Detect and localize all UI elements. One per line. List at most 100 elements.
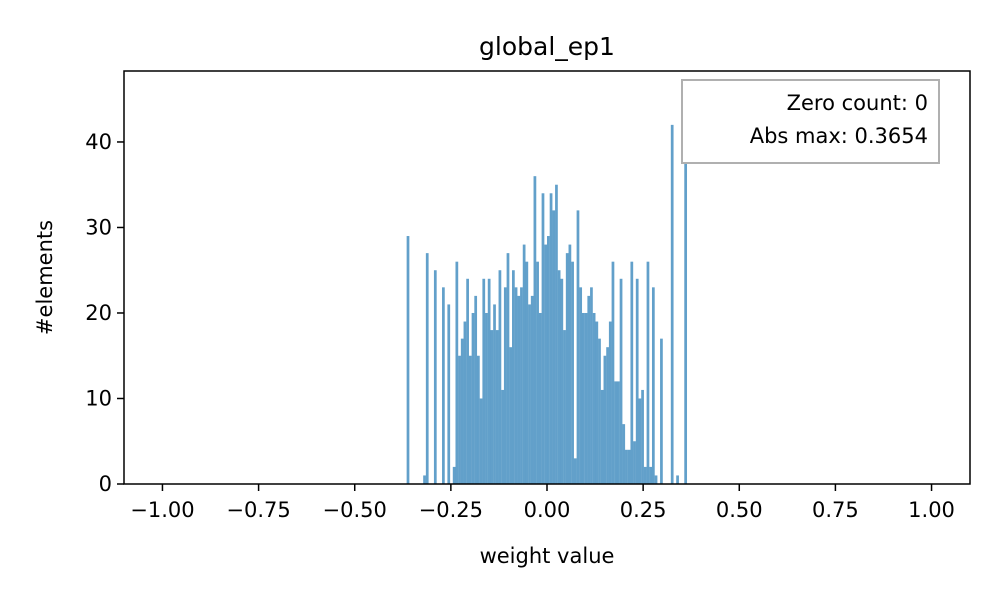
histogram-bar bbox=[616, 381, 620, 484]
histogram-bar bbox=[442, 287, 445, 484]
histogram-bar bbox=[463, 321, 467, 484]
x-tick-label: 1.00 bbox=[908, 498, 955, 522]
histogram-bar bbox=[557, 270, 561, 484]
histogram-bar bbox=[485, 312, 488, 484]
histogram-bar bbox=[595, 321, 599, 484]
y-axis-label: #elements bbox=[33, 220, 57, 335]
histogram-bar bbox=[638, 398, 642, 484]
y-tick-label: 10 bbox=[85, 386, 112, 410]
histogram-bar bbox=[646, 261, 650, 484]
histogram-bar bbox=[474, 295, 478, 484]
histogram-bar bbox=[635, 278, 639, 484]
histogram-bar bbox=[503, 287, 507, 484]
chart-title: global_ep1 bbox=[479, 32, 615, 61]
histogram-bar bbox=[600, 389, 604, 484]
histogram-bar bbox=[538, 312, 542, 484]
y-tick-label: 20 bbox=[85, 301, 112, 325]
histogram-bar bbox=[468, 355, 472, 484]
histogram-bar bbox=[528, 304, 531, 484]
histogram-bar bbox=[549, 193, 553, 484]
x-tick-label: −0.50 bbox=[323, 498, 387, 522]
histogram-bar bbox=[587, 295, 591, 484]
y-tick-label: 30 bbox=[85, 215, 112, 239]
y-tick-label: 40 bbox=[85, 130, 112, 154]
histogram-bar bbox=[654, 475, 658, 484]
histogram-bars bbox=[406, 90, 688, 485]
x-tick-label: 0.50 bbox=[716, 498, 763, 522]
stats-annotation-box: Zero count: 0 Abs max: 0.3654 bbox=[681, 79, 940, 164]
histogram-bar bbox=[517, 295, 521, 484]
histogram-bar bbox=[651, 287, 655, 484]
histogram-bar bbox=[565, 253, 569, 484]
x-tick-label: −0.75 bbox=[226, 498, 290, 522]
histogram-bar bbox=[423, 475, 426, 484]
histogram-bar bbox=[493, 304, 496, 484]
histogram-bar bbox=[619, 278, 623, 484]
y-axis-ticks: 0 10 20 30 40 bbox=[85, 130, 124, 496]
histogram-bar bbox=[670, 124, 674, 485]
histogram-bar bbox=[614, 381, 618, 484]
histogram-bar bbox=[479, 398, 483, 484]
histogram-bar bbox=[560, 278, 564, 484]
x-tick-label: 0.75 bbox=[812, 498, 859, 522]
histogram-bar bbox=[460, 338, 464, 484]
histogram-bar bbox=[509, 347, 513, 484]
histogram-bar bbox=[684, 90, 688, 485]
x-tick-label: −0.25 bbox=[419, 498, 483, 522]
histogram-bar bbox=[495, 330, 499, 484]
histogram-bar bbox=[514, 287, 518, 484]
histogram-bar bbox=[544, 244, 548, 484]
histogram-bar bbox=[590, 287, 593, 484]
histogram-bar bbox=[522, 244, 526, 484]
histogram-bar bbox=[530, 295, 534, 484]
histogram-bar bbox=[633, 441, 636, 484]
histogram-bar bbox=[458, 355, 461, 484]
histogram-bar bbox=[447, 304, 451, 484]
histogram-bar bbox=[611, 261, 615, 484]
x-tick-label: −1.00 bbox=[130, 498, 194, 522]
histogram-bar bbox=[630, 261, 634, 484]
histogram-bar bbox=[571, 261, 574, 484]
histogram-bar bbox=[555, 184, 558, 484]
histogram-bar bbox=[608, 321, 612, 484]
x-tick-label: 0.25 bbox=[620, 498, 667, 522]
histogram-bar bbox=[520, 287, 523, 484]
histogram-bar bbox=[547, 236, 550, 484]
histogram-bar bbox=[471, 312, 475, 484]
histogram-bar bbox=[576, 210, 580, 484]
histogram-bar bbox=[563, 330, 566, 484]
x-axis-ticks: −1.00 −0.75 −0.50 −0.25 0.00 0.25 0.50 0.75 1.00 bbox=[130, 484, 955, 522]
histogram-bar bbox=[676, 475, 679, 484]
histogram-bar bbox=[433, 270, 437, 484]
histogram-bar bbox=[649, 466, 653, 484]
histogram-bar bbox=[406, 236, 410, 484]
x-tick-label: 0.00 bbox=[524, 498, 571, 522]
histogram-bar bbox=[627, 449, 631, 484]
histogram-bar bbox=[568, 244, 572, 484]
histogram-bar bbox=[606, 347, 609, 484]
histogram-bar bbox=[641, 389, 644, 484]
histogram-bar bbox=[581, 312, 585, 484]
histogram-bar bbox=[592, 312, 596, 484]
zero-count-text: Zero count: 0 bbox=[787, 91, 928, 115]
histogram-bar bbox=[541, 193, 545, 484]
histogram-bar bbox=[598, 338, 601, 484]
histogram-bar bbox=[506, 253, 510, 484]
histogram-bar bbox=[490, 330, 494, 484]
abs-max-text: Abs max: 0.3654 bbox=[750, 124, 928, 148]
histogram-bar bbox=[452, 466, 456, 484]
histogram-bar bbox=[660, 338, 663, 484]
histogram-bar bbox=[533, 176, 537, 485]
x-axis-label: weight value bbox=[480, 544, 615, 568]
histogram-bar bbox=[525, 261, 529, 484]
histogram-bar bbox=[603, 355, 607, 484]
histogram-bar bbox=[536, 261, 539, 484]
annotation-frame bbox=[681, 79, 940, 164]
histogram-bar bbox=[584, 312, 588, 484]
y-tick-label: 0 bbox=[99, 472, 112, 496]
histogram-bar bbox=[487, 278, 491, 484]
histogram-bar bbox=[477, 355, 480, 484]
histogram-bar bbox=[625, 449, 628, 484]
histogram-bar bbox=[466, 278, 469, 484]
